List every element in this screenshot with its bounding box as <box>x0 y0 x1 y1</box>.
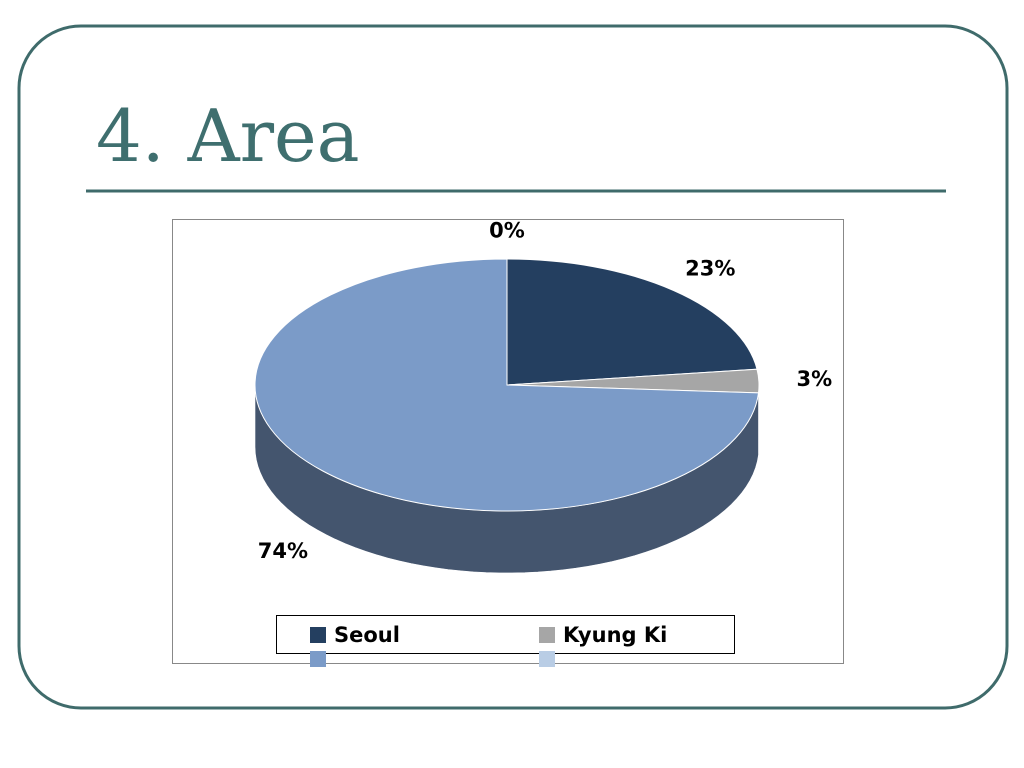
slide-title: 4. Area <box>96 94 360 178</box>
legend-swatch <box>310 651 326 667</box>
pie: 23% 3% 74% 0% <box>254 218 832 574</box>
data-label: 23% <box>685 257 735 281</box>
legend-swatch <box>539 651 555 667</box>
legend-box <box>276 615 735 654</box>
legend-label: Kyung Ki <box>563 623 667 647</box>
legend-swatch <box>539 627 555 643</box>
pie-slice <box>506 258 758 386</box>
data-label: 3% <box>796 367 832 391</box>
legend-swatch <box>310 627 326 643</box>
legend: Seoul Kyung Ki <box>276 615 735 667</box>
data-label: 74% <box>258 539 308 563</box>
data-label: 0% <box>489 218 525 242</box>
legend-label: Seoul <box>334 623 400 647</box>
